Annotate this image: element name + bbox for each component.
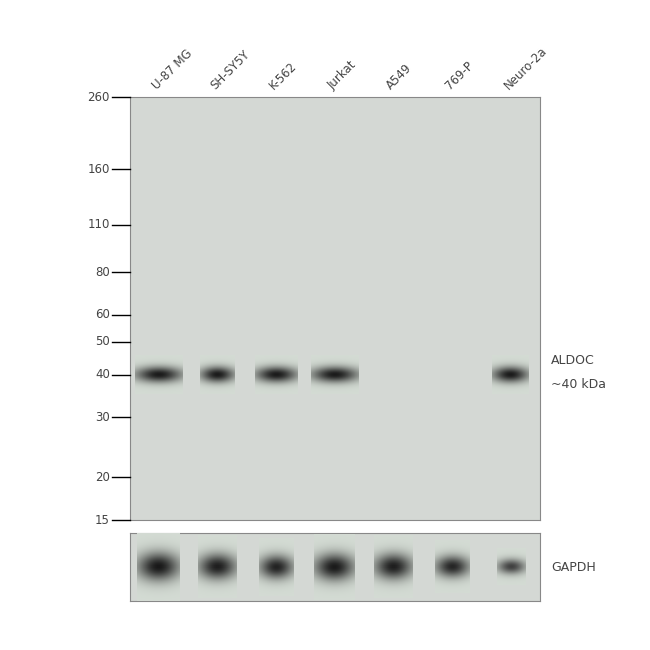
Text: GAPDH: GAPDH bbox=[551, 560, 596, 574]
Text: 160: 160 bbox=[88, 163, 110, 176]
Text: 20: 20 bbox=[95, 471, 110, 484]
Text: ~40 kDa: ~40 kDa bbox=[551, 378, 606, 391]
Text: 40: 40 bbox=[95, 369, 110, 382]
Text: K-562: K-562 bbox=[267, 60, 300, 92]
Text: SH-SY5Y: SH-SY5Y bbox=[208, 48, 252, 92]
Text: 80: 80 bbox=[95, 266, 110, 279]
Text: A549: A549 bbox=[384, 62, 415, 92]
Text: 50: 50 bbox=[95, 335, 110, 348]
Text: Neuro-2a: Neuro-2a bbox=[502, 44, 549, 92]
Text: ALDOC: ALDOC bbox=[551, 354, 595, 367]
Text: Jurkat: Jurkat bbox=[326, 58, 359, 92]
Text: 60: 60 bbox=[95, 308, 110, 321]
Text: 769-P: 769-P bbox=[443, 59, 476, 92]
Text: 15: 15 bbox=[95, 514, 110, 526]
Text: 110: 110 bbox=[88, 218, 110, 231]
Text: 260: 260 bbox=[88, 91, 110, 104]
Text: 30: 30 bbox=[95, 411, 110, 424]
Text: U-87 MG: U-87 MG bbox=[150, 47, 194, 92]
